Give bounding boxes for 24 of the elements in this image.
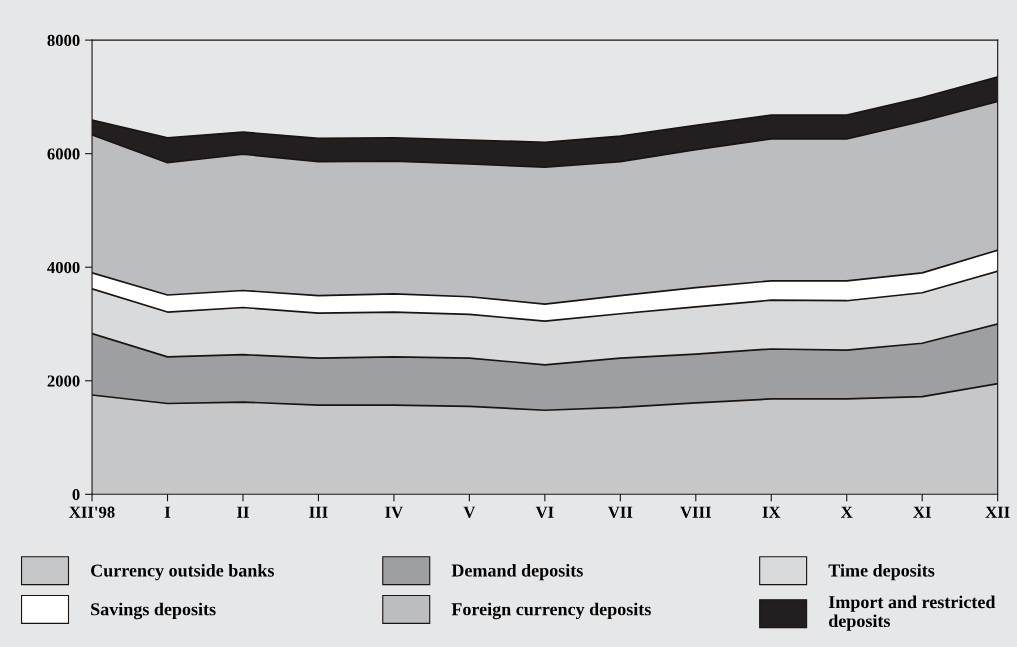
x-tick-label: X [841, 506, 853, 518]
x-tick-label: IV [385, 506, 403, 518]
legend-label: Currency outside banks [91, 563, 274, 581]
legend-label: Time deposits [828, 563, 935, 581]
x-tick-label: XI [913, 506, 931, 518]
legend-label: Import and restricted deposits [828, 595, 996, 631]
x-tick-label: II [237, 506, 249, 518]
x-tick-label: III [309, 506, 328, 518]
x-tick-label: IX [762, 506, 781, 518]
x-tick-label: VII [608, 506, 633, 518]
x-tick-label: VI [535, 506, 554, 518]
legend-label: Foreign currency deposits [451, 602, 651, 620]
y-tick-label: 0 [72, 489, 80, 501]
x-tick-label: I [164, 506, 171, 518]
y-tick-label: 2000 [47, 375, 80, 387]
x-tick-label: VIII [680, 506, 711, 518]
y-tick-label: 8000 [47, 34, 80, 47]
legend-label: Demand deposits [451, 563, 583, 581]
y-tick-label: 4000 [47, 261, 80, 274]
y-tick-label: 6000 [47, 148, 80, 160]
legend-label: Savings deposits [91, 602, 216, 620]
x-tick-label: XII [985, 506, 1010, 518]
x-tick-label: XII'98 [69, 506, 115, 518]
x-tick-label: V [463, 506, 476, 518]
